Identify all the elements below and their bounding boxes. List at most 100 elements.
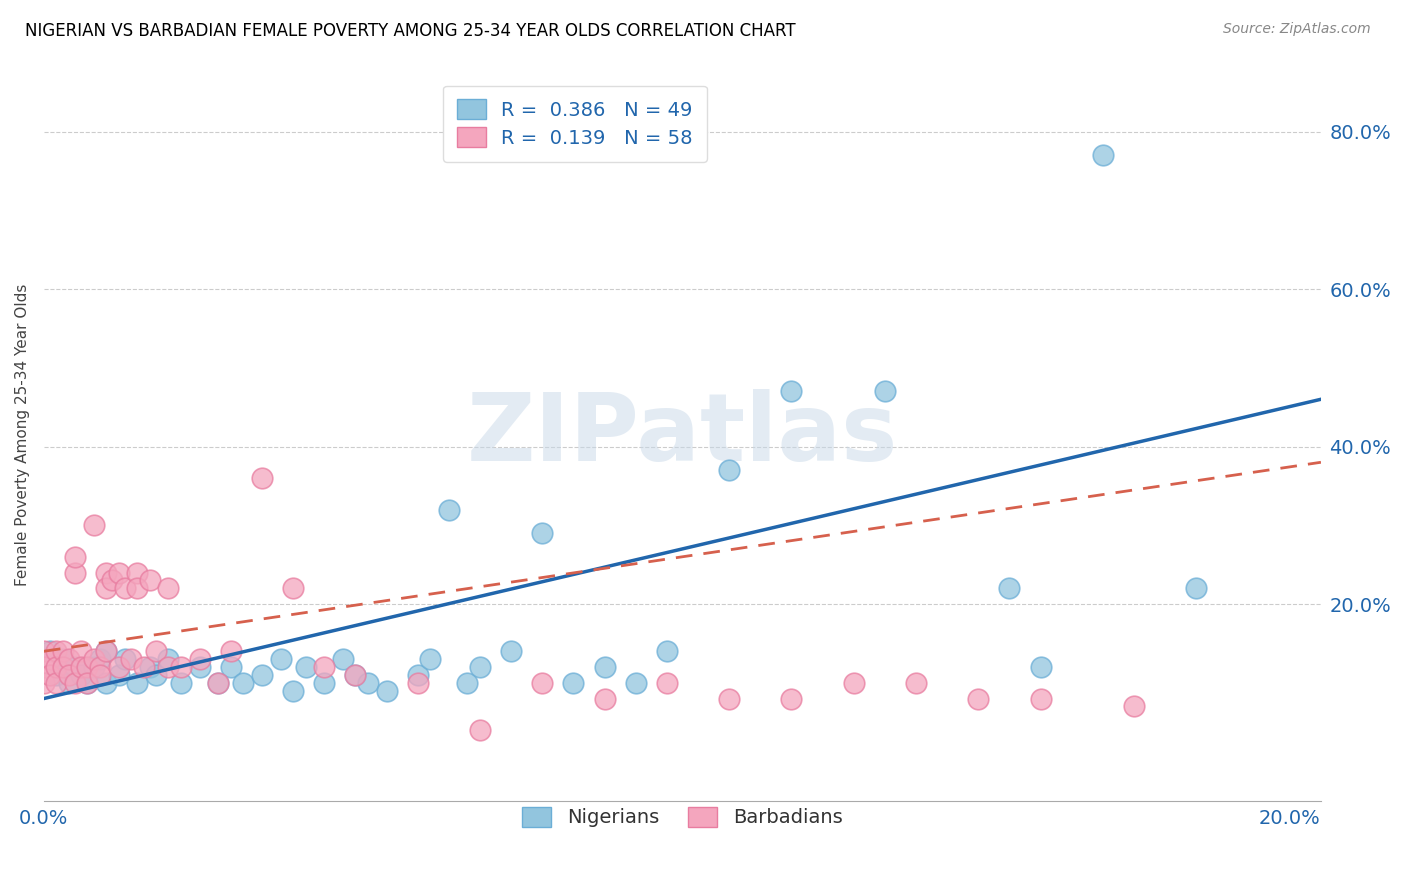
Point bbox=[501, 644, 523, 658]
Point bbox=[89, 652, 111, 666]
Point bbox=[406, 668, 429, 682]
Point bbox=[1029, 691, 1052, 706]
Text: NIGERIAN VS BARBADIAN FEMALE POVERTY AMONG 25-34 YEAR OLDS CORRELATION CHART: NIGERIAN VS BARBADIAN FEMALE POVERTY AMO… bbox=[25, 22, 796, 40]
Point bbox=[63, 675, 86, 690]
Point bbox=[107, 660, 129, 674]
Point bbox=[127, 675, 149, 690]
Point bbox=[83, 518, 105, 533]
Point bbox=[58, 652, 80, 666]
Point bbox=[52, 644, 75, 658]
Point bbox=[114, 582, 136, 596]
Point bbox=[967, 691, 990, 706]
Point bbox=[127, 566, 149, 580]
Point bbox=[904, 675, 927, 690]
Point bbox=[281, 683, 304, 698]
Point bbox=[332, 652, 354, 666]
Point bbox=[39, 652, 62, 666]
Point bbox=[32, 675, 55, 690]
Point bbox=[593, 660, 616, 674]
Point bbox=[270, 652, 292, 666]
Point bbox=[70, 644, 93, 658]
Point bbox=[375, 683, 398, 698]
Point bbox=[145, 644, 167, 658]
Point bbox=[655, 644, 678, 658]
Legend: Nigerians, Barbadians: Nigerians, Barbadians bbox=[515, 799, 851, 835]
Point bbox=[45, 644, 67, 658]
Point bbox=[45, 675, 67, 690]
Point bbox=[32, 660, 55, 674]
Point bbox=[96, 675, 118, 690]
Point bbox=[45, 660, 67, 674]
Point bbox=[120, 652, 142, 666]
Point bbox=[281, 582, 304, 596]
Point bbox=[157, 660, 180, 674]
Point bbox=[1185, 582, 1208, 596]
Point bbox=[139, 574, 162, 588]
Point bbox=[531, 526, 554, 541]
Point bbox=[96, 644, 118, 658]
Text: Source: ZipAtlas.com: Source: ZipAtlas.com bbox=[1223, 22, 1371, 37]
Point bbox=[170, 660, 193, 674]
Point bbox=[132, 660, 155, 674]
Point bbox=[718, 691, 741, 706]
Point bbox=[419, 652, 441, 666]
Point bbox=[250, 668, 273, 682]
Point bbox=[139, 660, 162, 674]
Point bbox=[157, 582, 180, 596]
Point bbox=[188, 652, 211, 666]
Point bbox=[96, 582, 118, 596]
Point bbox=[468, 660, 491, 674]
Point bbox=[107, 566, 129, 580]
Point bbox=[58, 675, 80, 690]
Point bbox=[468, 723, 491, 737]
Point bbox=[593, 691, 616, 706]
Point bbox=[83, 652, 105, 666]
Point bbox=[314, 675, 336, 690]
Point bbox=[101, 574, 124, 588]
Point bbox=[157, 652, 180, 666]
Point bbox=[437, 502, 460, 516]
Point bbox=[406, 675, 429, 690]
Point bbox=[562, 675, 585, 690]
Point bbox=[998, 582, 1021, 596]
Point bbox=[107, 668, 129, 682]
Point bbox=[96, 566, 118, 580]
Point bbox=[52, 652, 75, 666]
Point bbox=[170, 675, 193, 690]
Y-axis label: Female Poverty Among 25-34 Year Olds: Female Poverty Among 25-34 Year Olds bbox=[15, 284, 30, 586]
Point bbox=[89, 660, 111, 674]
Point bbox=[52, 660, 75, 674]
Point bbox=[63, 660, 86, 674]
Text: ZIPatlas: ZIPatlas bbox=[467, 389, 898, 481]
Point bbox=[232, 675, 254, 690]
Point bbox=[83, 660, 105, 674]
Point bbox=[70, 668, 93, 682]
Point bbox=[456, 675, 478, 690]
Point bbox=[655, 675, 678, 690]
Point bbox=[63, 566, 86, 580]
Point bbox=[873, 384, 896, 399]
Point bbox=[96, 644, 118, 658]
Point bbox=[114, 652, 136, 666]
Point bbox=[70, 660, 93, 674]
Point bbox=[780, 384, 803, 399]
Point bbox=[63, 549, 86, 564]
Point bbox=[780, 691, 803, 706]
Point bbox=[188, 660, 211, 674]
Point bbox=[250, 471, 273, 485]
Point bbox=[1123, 699, 1146, 714]
Point bbox=[219, 660, 242, 674]
Point bbox=[207, 675, 229, 690]
Point bbox=[127, 582, 149, 596]
Point bbox=[39, 644, 62, 658]
Point bbox=[145, 668, 167, 682]
Point bbox=[58, 668, 80, 682]
Point bbox=[718, 463, 741, 477]
Point bbox=[624, 675, 647, 690]
Point bbox=[207, 675, 229, 690]
Point bbox=[314, 660, 336, 674]
Point bbox=[1029, 660, 1052, 674]
Point bbox=[1091, 148, 1114, 162]
Point bbox=[344, 668, 367, 682]
Point bbox=[39, 668, 62, 682]
